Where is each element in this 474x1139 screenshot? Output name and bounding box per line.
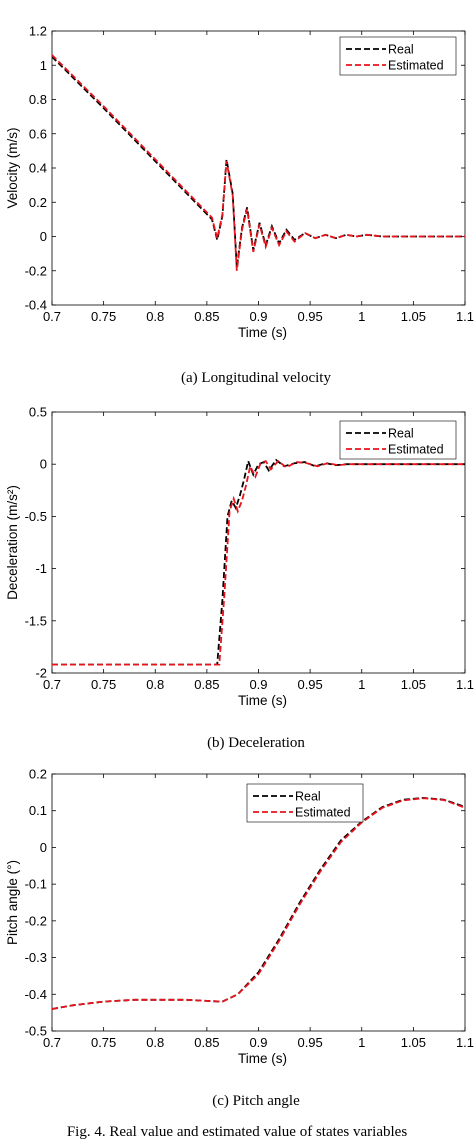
x-tick-label: 1.05: [401, 309, 426, 324]
legend-label-estimated: Estimated: [295, 806, 351, 820]
x-tick-label: 0.95: [297, 677, 322, 692]
y-tick-label: 0.4: [29, 161, 47, 176]
y-tick-label: -0.2: [25, 263, 47, 278]
legend-label-real: Real: [388, 427, 414, 441]
y-tick-label: -2: [35, 666, 47, 681]
y-tick-label: 1: [40, 58, 47, 73]
x-tick-label: 0.9: [249, 309, 267, 324]
y-tick-label: 0.1: [29, 803, 47, 818]
x-tick-label: 0.75: [91, 309, 116, 324]
x-tick-label: 0.7: [43, 1035, 61, 1050]
y-tick-label: -0.4: [25, 987, 47, 1002]
x-tick-label: 0.9: [249, 1035, 267, 1050]
y-tick-label: 1.2: [29, 24, 47, 39]
x-axis-label: Time (s): [238, 1051, 287, 1066]
x-tick-label: 0.85: [194, 1035, 219, 1050]
y-axis-label: Deceleration (m/s²): [5, 485, 20, 600]
x-tick-label: 0.75: [91, 677, 116, 692]
y-tick-label: -0.2: [25, 913, 47, 928]
y-tick-label: 0.2: [29, 195, 47, 210]
x-tick-label: 1.1: [456, 677, 474, 692]
y-tick-label: -0.5: [25, 509, 47, 524]
y-tick-label: -0.3: [25, 950, 47, 965]
legend-label-real: Real: [295, 790, 321, 804]
series-line-real: [52, 457, 465, 666]
subcaption-velocity: (a) Longitudinal velocity: [181, 370, 331, 386]
x-tick-label: 1.1: [456, 1035, 474, 1050]
x-tick-label: 1.05: [401, 677, 426, 692]
x-tick-label: 0.85: [194, 677, 219, 692]
series-line-estimated: [52, 459, 465, 666]
legend-box: [246, 783, 364, 823]
y-tick-label: 0: [40, 229, 47, 244]
plot-area-velocity: [51, 30, 466, 306]
y-axis-label: Pitch angle (°): [5, 860, 20, 945]
x-tick-label: 0.8: [146, 309, 164, 324]
subcaption-deceleration: (b) Deceleration: [207, 735, 305, 751]
series-line-estimated: [52, 797, 465, 1010]
x-tick-label: 0.8: [146, 677, 164, 692]
x-tick-label: 1: [358, 677, 365, 692]
y-tick-label: -0.5: [25, 1024, 47, 1039]
chart-panel-velocity: 0.7 0.75 0.8 0.85 0.9 0.95 1 1.05 1.1 -0.4 -0.2 0 0.…: [5, 24, 474, 341]
x-axis-label: Time (s): [238, 693, 287, 708]
y-tick-label: -0.4: [25, 298, 47, 313]
x-tick-label: 1: [358, 1035, 365, 1050]
chart-panel-pitch-angle: 0.7 0.75 0.8 0.85 0.9 0.95 1 1.05 1.1 -0.5 -0.4 -0.…: [5, 767, 474, 1067]
subcaption-pitch-angle: (c) Pitch angle: [212, 1093, 300, 1109]
y-axis-label: Velocity (m/s): [5, 127, 20, 208]
chart-panel-deceleration: 0.7 0.75 0.8 0.85 0.9 0.95 1 1.05 1.1 -2 -1.5 -1 -0.…: [5, 405, 474, 709]
y-tick-label: 0: [40, 840, 47, 855]
x-tick-label: 0.9: [249, 677, 267, 692]
series-line-estimated: [52, 54, 465, 271]
x-tick-label: 0.8: [146, 1035, 164, 1050]
y-tick-label: 0.6: [29, 126, 47, 141]
legend-label-estimated: Estimated: [388, 59, 444, 73]
x-tick-label: 0.85: [194, 309, 219, 324]
x-tick-label: 0.7: [43, 677, 61, 692]
x-tick-label: 0.7: [43, 309, 61, 324]
y-tick-label: -1.5: [25, 613, 47, 628]
y-tick-label: 0.8: [29, 92, 47, 107]
figure-caption: Fig. 4. Real value and estimated value o…: [67, 1124, 407, 1139]
y-tick-label: 0.5: [29, 405, 47, 420]
y-tick-label: -0.1: [25, 877, 47, 892]
legend-box: [339, 36, 457, 76]
x-tick-label: 0.95: [297, 309, 322, 324]
y-tick-label: -1: [35, 561, 47, 576]
x-axis-label: Time (s): [238, 325, 287, 340]
y-tick-label: 0.2: [29, 767, 47, 782]
x-tick-label: 0.95: [297, 1035, 322, 1050]
legend-label-estimated: Estimated: [388, 443, 444, 457]
x-tick-label: 1: [358, 309, 365, 324]
legend-label-real: Real: [388, 43, 414, 57]
legend-box: [339, 420, 457, 460]
x-tick-label: 1.1: [456, 309, 474, 324]
y-tick-label: 0: [40, 457, 47, 472]
x-tick-label: 0.75: [91, 1035, 116, 1050]
x-tick-label: 1.05: [401, 1035, 426, 1050]
